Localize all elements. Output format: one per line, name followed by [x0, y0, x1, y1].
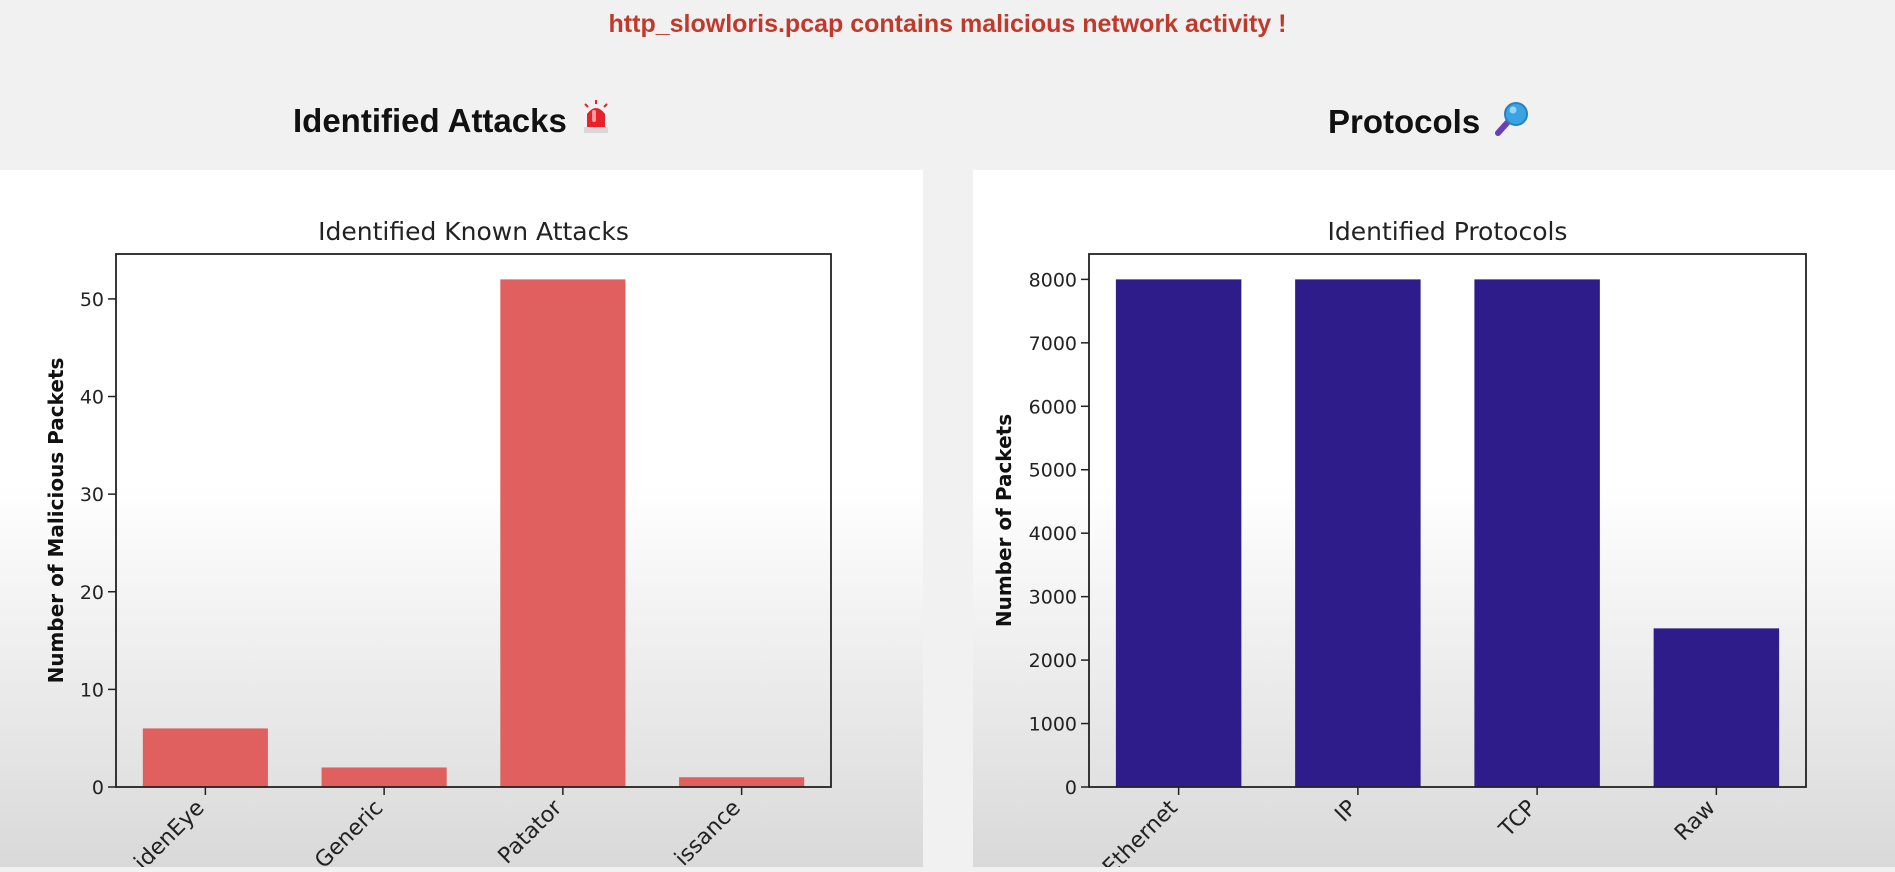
protocols-y-tick-label: 5000 [1029, 460, 1077, 482]
protocols-bar [1115, 279, 1242, 787]
attacks-y-tick-label: 20 [80, 582, 104, 604]
protocols-y-tick-label: 6000 [1029, 396, 1077, 418]
attacks-bar [679, 777, 805, 787]
protocols-y-tick-label: 4000 [1029, 523, 1077, 545]
protocols-title-text: Protocols [1328, 103, 1481, 140]
protocols-chart-panel: Identified Protocols Ethernet IP TCP Raw 0 100… [973, 170, 1895, 872]
attacks-section-title: Identified Attacks [293, 100, 611, 142]
malicious-activity-alert: http_slowloris.pcap contains malicious n… [608, 10, 1287, 38]
attacks-plot-frame [115, 253, 832, 788]
attacks-y-tick-label: 40 [80, 387, 104, 409]
protocols-y-tick-label: 7000 [1029, 333, 1077, 355]
magnifier-icon [1494, 100, 1530, 144]
attacks-y-tick-label: 50 [80, 289, 104, 311]
attacks-y-tick-label: 30 [80, 484, 104, 506]
attacks-bar-chart: Identified Known Attacks idenEye Generic Pa… [44, 217, 832, 872]
attacks-x-tick-label: Generic [310, 796, 388, 867]
protocols-x-tick-label: Ethernet [1098, 795, 1183, 867]
attacks-title-text: Identified Attacks [293, 102, 567, 139]
protocols-x-tick-label: TCP [1494, 796, 1541, 843]
siren-icon [581, 100, 611, 142]
protocols-y-tick-label: 0 [1065, 777, 1077, 799]
protocols-plot-frame [1088, 253, 1807, 788]
attacks-x-tick-label: Patator [494, 795, 568, 867]
protocols-y-tick-label: 8000 [1029, 269, 1077, 291]
attacks-y-tick-label: 10 [80, 679, 104, 701]
attacks-chart-panel: Identified Known Attacks idenEye Generic Pa… [0, 170, 923, 872]
protocols-x-tick-label: Raw [1670, 796, 1720, 846]
attacks-y-tick-label: 0 [92, 777, 104, 799]
protocols-bar-chart: Identified Protocols Ethernet IP TCP Raw 0 100… [992, 217, 1807, 872]
protocols-y-tick-label: 2000 [1029, 650, 1077, 672]
attacks-bar [142, 728, 268, 787]
protocols-chart-title: Identified Protocols [1328, 217, 1568, 246]
attacks-x-tick-label: idenEye [130, 796, 210, 867]
protocols-x-tick-label: IP [1330, 796, 1362, 828]
protocols-y-tick-label: 1000 [1029, 714, 1077, 736]
attacks-bar [321, 767, 447, 787]
attacks-y-axis-label: Number of Malicious Packets [44, 358, 68, 684]
protocols-y-tick-label: 3000 [1029, 587, 1077, 609]
protocols-bar [1474, 279, 1600, 787]
attacks-x-tick-label: issance [670, 796, 746, 867]
attacks-bar [500, 279, 626, 787]
protocols-y-axis-label: Number of Packets [992, 414, 1016, 627]
protocols-bar [1295, 279, 1421, 787]
protocols-section-title: Protocols [1328, 100, 1530, 144]
attacks-chart-title: Identified Known Attacks [318, 217, 629, 246]
protocols-bar [1653, 628, 1780, 787]
